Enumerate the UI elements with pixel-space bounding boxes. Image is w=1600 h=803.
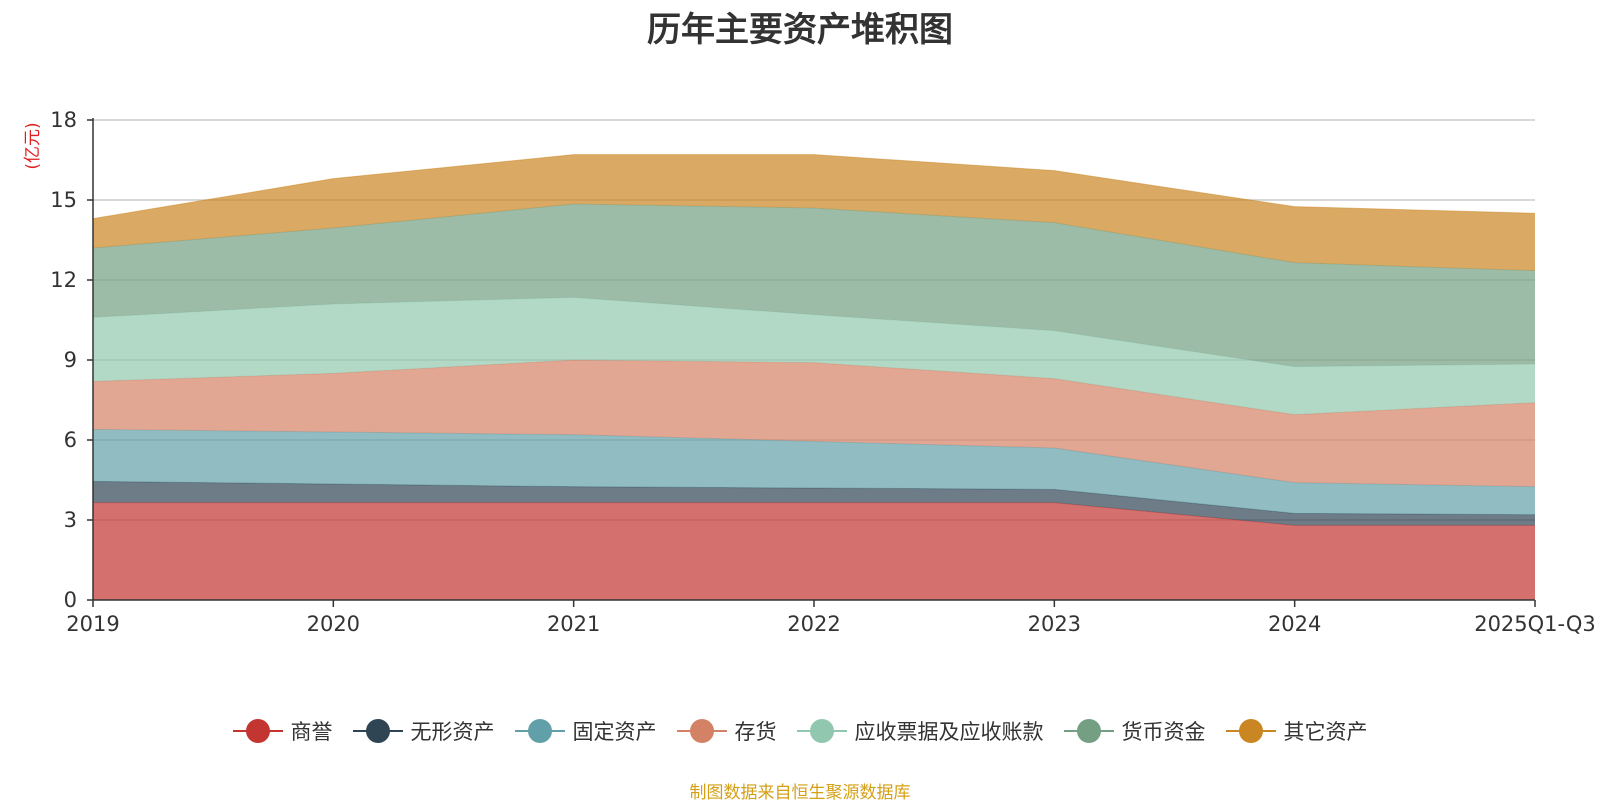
legend-item-6[interactable]: 其它资产 [1225,716,1368,746]
area-series-1 [93,481,1535,526]
legend-marker [796,718,847,744]
x-tick-label: 2023 [1028,612,1081,636]
area-series-6 [93,154,1535,271]
area-series-2 [93,429,1535,515]
x-tick-label: 2021 [547,612,600,636]
y-tick-label: 6 [64,428,77,452]
y-tick-label: 12 [50,268,77,292]
legend-item-4[interactable]: 应收票据及应收账款 [796,716,1044,746]
y-tick-label: 18 [50,108,77,132]
legend-label: 应收票据及应收账款 [854,720,1044,744]
y-tick-label: 15 [50,188,77,212]
y-tick-label: 0 [64,588,77,612]
area-series-3 [93,360,1535,487]
y-tick-label: 3 [64,508,77,532]
chart-title: 历年主要资产堆积图 [647,10,953,50]
series-line-6 [92,154,1536,220]
legend-label: 货币资金 [1121,720,1206,744]
legend-item-5[interactable]: 货币资金 [1063,716,1206,746]
legend-item-1[interactable]: 无形资产 [352,716,495,746]
legend: 商誉 无形资产 固定资产 存货 应收票据及应收账款 货币资金 其它资产 [0,716,1600,746]
legend-marker [676,718,727,744]
legend-label: 商誉 [290,720,333,744]
x-tick-label: 2024 [1268,612,1321,636]
legend-label: 无形资产 [410,720,495,744]
source-note: 制图数据来自恒生聚源数据库 [689,783,911,803]
x-tick-label: 2022 [787,612,840,636]
area-layer [92,154,1536,600]
legend-marker [1225,718,1276,744]
x-tick-label: 2019 [66,612,119,636]
legend-item-2[interactable]: 固定资产 [514,716,657,746]
legend-marker [232,718,283,744]
legend-label: 其它资产 [1283,720,1368,744]
area-series-5 [93,204,1535,367]
y-tick-label: 9 [64,348,77,372]
area-series-4 [93,297,1535,415]
legend-label: 存货 [734,720,777,744]
legend-label: 固定资产 [572,720,657,744]
legend-marker [514,718,565,744]
x-tick-label: 2020 [307,612,360,636]
axis-layer: 0 3 6 9 12 15 18 2019 2020 2021 2022 2023 2024 2025Q1… [50,108,1596,636]
legend-item-0[interactable]: 商誉 [232,716,333,746]
legend-marker [352,718,403,744]
y-axis-label: (亿元) [23,122,43,169]
legend-marker [1063,718,1114,744]
x-tick-label: 2025Q1-Q3 [1474,612,1596,636]
legend-item-3[interactable]: 存货 [676,716,777,746]
area-series-0 [93,502,1535,600]
